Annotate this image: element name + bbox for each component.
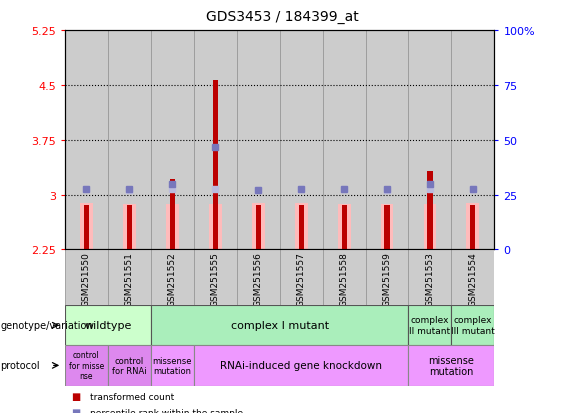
Text: wildtype: wildtype (84, 320, 132, 330)
Bar (255, 205, 261, 250)
Bar (212, 81, 218, 250)
Text: missense
mutation: missense mutation (153, 356, 192, 375)
Bar (298, 205, 304, 250)
Bar (427, 172, 433, 250)
Text: GSM251550: GSM251550 (82, 252, 91, 306)
Bar (65, 250, 108, 306)
Text: GSM251553: GSM251553 (425, 252, 434, 306)
Bar (194, 250, 237, 306)
Bar (65, 31, 108, 250)
Bar (108, 31, 151, 250)
Bar (166, 204, 179, 250)
Bar (65, 306, 151, 345)
Text: GSM251559: GSM251559 (383, 252, 392, 306)
Bar (65, 345, 108, 386)
Bar (408, 345, 494, 386)
Bar (127, 205, 132, 250)
Bar (123, 204, 136, 250)
Bar (151, 345, 194, 386)
Bar (451, 306, 494, 345)
Text: control
for RNAi: control for RNAi (112, 356, 147, 375)
Bar (237, 31, 280, 250)
Bar (84, 205, 89, 250)
Text: ■: ■ (71, 407, 80, 413)
Bar (408, 250, 451, 306)
Bar (252, 204, 264, 250)
Bar (280, 31, 323, 250)
Bar (108, 250, 151, 306)
Bar (408, 31, 451, 250)
Bar (151, 250, 194, 306)
Text: percentile rank within the sample: percentile rank within the sample (90, 408, 244, 413)
Bar (280, 250, 323, 306)
Bar (151, 306, 408, 345)
Text: GSM251552: GSM251552 (168, 252, 177, 306)
Text: transformed count: transformed count (90, 392, 175, 401)
Bar (209, 204, 221, 250)
Text: GSM251554: GSM251554 (468, 252, 477, 306)
Bar (323, 31, 366, 250)
Text: complex
III mutant: complex III mutant (451, 316, 495, 335)
Bar (170, 179, 175, 250)
Bar (341, 205, 347, 250)
Bar (80, 204, 93, 250)
Bar (295, 204, 307, 250)
Bar (384, 205, 390, 250)
Bar (467, 204, 479, 250)
Text: protocol: protocol (1, 361, 40, 370)
Bar (338, 204, 350, 250)
Bar (194, 345, 408, 386)
Text: complex I mutant: complex I mutant (231, 320, 329, 330)
Text: GSM251558: GSM251558 (340, 252, 349, 306)
Bar (194, 31, 237, 250)
Bar (451, 250, 494, 306)
Bar (237, 250, 280, 306)
Text: GSM251557: GSM251557 (297, 252, 306, 306)
Text: GDS3453 / 184399_at: GDS3453 / 184399_at (206, 10, 359, 24)
Bar (151, 31, 194, 250)
Text: genotype/variation: genotype/variation (1, 320, 93, 330)
Text: control
for misse
nse: control for misse nse (69, 351, 104, 380)
Bar (470, 205, 476, 250)
Text: GSM251555: GSM251555 (211, 252, 220, 306)
Bar (424, 204, 436, 250)
Text: GSM251556: GSM251556 (254, 252, 263, 306)
Bar (366, 31, 408, 250)
Text: ■: ■ (71, 392, 80, 401)
Text: missense
mutation: missense mutation (428, 355, 475, 376)
Bar (323, 250, 366, 306)
Text: GSM251551: GSM251551 (125, 252, 134, 306)
Text: complex
II mutant: complex II mutant (410, 316, 450, 335)
Text: RNAi-induced gene knockdown: RNAi-induced gene knockdown (220, 361, 382, 370)
Bar (381, 204, 393, 250)
Bar (408, 306, 451, 345)
Bar (451, 31, 494, 250)
Bar (108, 345, 151, 386)
Bar (366, 250, 408, 306)
